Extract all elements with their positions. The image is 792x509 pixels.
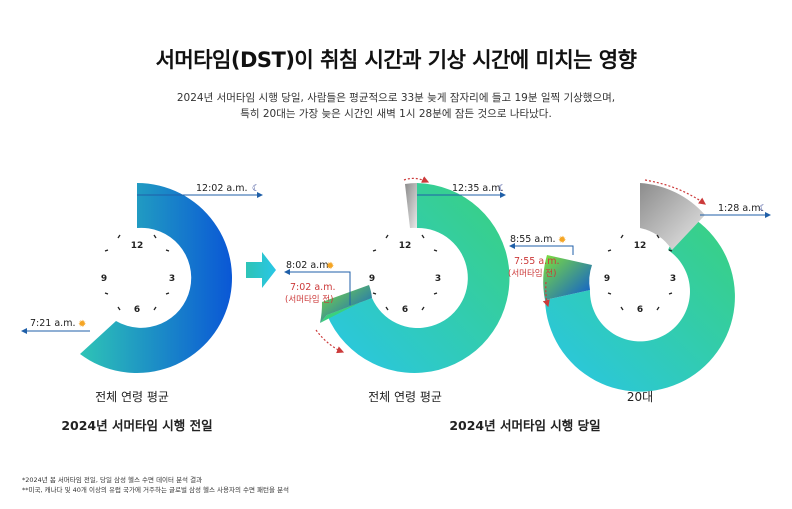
footnote-2: **미국, 캐나다 및 40개 이상의 유럽 국가에 거주하는 글로벌 삼성 헬… xyxy=(22,486,290,494)
subtitle-line-1: 2024년 서머타임 시행 당일, 사람들은 평균적으로 33분 늦게 잠자리에… xyxy=(176,92,616,104)
chart-after-all: 12 3 6 9 12:35 a.m. ☾ 8:02 a.m. ✹ 7:02 a… xyxy=(284,176,510,373)
clock-3: 3 xyxy=(435,274,441,284)
wake-before-time: 7:02 a.m. xyxy=(290,282,335,293)
moon-icon: ☾ xyxy=(498,184,506,194)
wake-time: 8:55 a.m. xyxy=(510,234,555,245)
clock-12: 12 xyxy=(131,241,144,251)
wake-shift-wedge xyxy=(543,255,592,300)
clock-3: 3 xyxy=(670,274,676,284)
sleep-arc xyxy=(327,183,510,373)
before-note: (서머타임 전) xyxy=(285,294,333,305)
sun-icon: ✹ xyxy=(558,235,566,246)
clock-ticks xyxy=(372,234,438,311)
clock-face: 12 3 6 9 xyxy=(101,241,175,315)
clock-ticks xyxy=(104,234,170,311)
page-subtitle: 2024년 서머타임 시행 당일, 사람들은 평균적으로 33분 늦게 잠자리에… xyxy=(0,90,792,122)
clock-6: 6 xyxy=(402,305,408,315)
clock-9: 9 xyxy=(604,274,610,284)
sleep-shift-arrow xyxy=(644,179,706,205)
wake-line xyxy=(509,243,574,255)
group-label: 20대 xyxy=(626,390,654,404)
clock-3: 3 xyxy=(169,274,175,284)
wake-time: 8:02 a.m. xyxy=(286,260,331,271)
sleep-time: 12:35 a.m. xyxy=(452,183,504,194)
group-title-before: 2024년 서머타임 시행 전일 xyxy=(61,418,213,433)
chart-before: 12 3 6 9 12:02 a.m. ☾ 7:21 a.m. ✹ xyxy=(21,183,263,373)
footnote-1: *2024년 봄 서머타임 전일, 당일 삼성 헬스 수면 데이터 분석 결과 xyxy=(22,476,203,484)
before-note: (서머타임 전) xyxy=(508,268,556,279)
group-label: 전체 연령 평균 xyxy=(368,390,442,404)
sleep-time: 1:28 a.m. xyxy=(718,203,763,214)
chart-after-20s: 12 3 6 9 1:28 a.m. ☾ 8:55 a.m. ✹ 7:55 a.… xyxy=(508,179,771,392)
group-label: 전체 연령 평균 xyxy=(95,390,169,404)
wake-shift-wedge xyxy=(320,285,372,323)
shift-gray-arc xyxy=(640,183,705,250)
wake-time: 7:21 a.m. xyxy=(30,318,75,329)
transition-arrow-icon xyxy=(246,252,276,288)
clock-6: 6 xyxy=(134,305,140,315)
clock-12: 12 xyxy=(634,241,647,251)
clock-6: 6 xyxy=(637,305,643,315)
wake-before-time: 7:55 a.m. xyxy=(514,256,559,267)
wake-shift-arrow xyxy=(315,329,345,354)
clock-face: 12 3 6 9 xyxy=(369,241,441,315)
group-title-after: 2024년 서머타임 시행 당일 xyxy=(449,418,601,433)
shift-gray-arc xyxy=(405,183,417,228)
sleep-arc xyxy=(545,213,735,392)
sun-icon: ✹ xyxy=(78,319,86,330)
clock-12: 12 xyxy=(399,241,412,251)
sun-icon: ✹ xyxy=(326,261,334,272)
footnotes: *2024년 봄 서머타임 전일, 당일 삼성 헬스 수면 데이터 분석 결과 … xyxy=(22,475,289,495)
sleep-arc xyxy=(80,183,232,373)
subtitle-line-2: 특히 20대는 가장 늦은 시간인 새벽 1시 28분에 잠든 것으로 나타났다… xyxy=(240,108,552,120)
wake-shift-arrow xyxy=(542,281,550,308)
clock-face: 12 3 6 9 xyxy=(604,241,676,315)
moon-icon: ☾ xyxy=(252,184,260,194)
clock-9: 9 xyxy=(101,274,107,284)
wake-line xyxy=(284,269,351,305)
sleep-shift-arrow xyxy=(403,176,430,183)
clock-ticks xyxy=(607,234,673,311)
moon-icon: ☾ xyxy=(759,204,767,214)
sleep-time: 12:02 a.m. xyxy=(196,183,248,194)
clock-9: 9 xyxy=(369,274,375,284)
page-title: 서머타임(DST)이 취침 시간과 기상 시간에 미치는 영향 xyxy=(155,48,637,72)
